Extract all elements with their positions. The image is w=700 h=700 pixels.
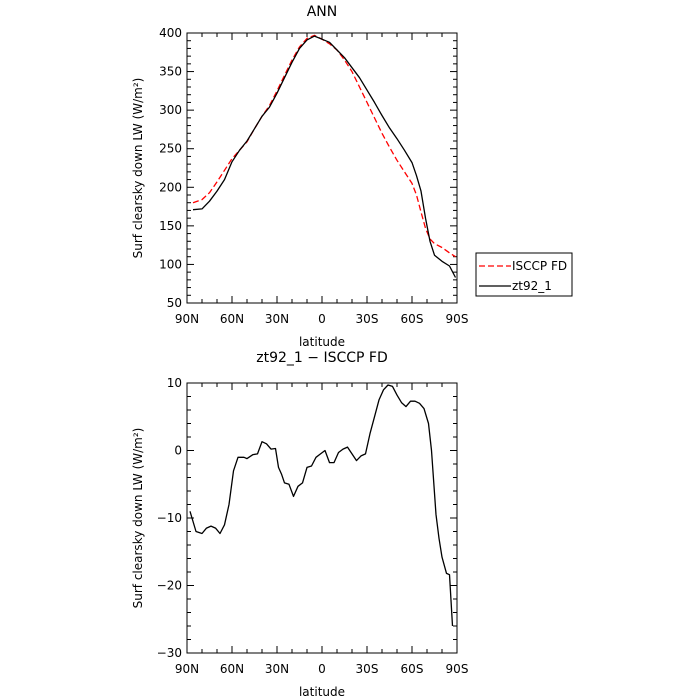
bottom-x-tick-label: 60N [220,662,244,676]
top-y-tick-label: 100 [159,257,182,271]
top-y-tick-label: 150 [159,219,182,233]
top-series-line-zt92-1 [192,35,457,278]
bottom-y-axis-label: Surf clearsky down LW (W/m²) [131,428,145,609]
bottom-x-tick-label: 0 [318,662,326,676]
legend-label-zt92-1: zt92_1 [512,279,552,293]
chart-legend: ISCCP FD zt92_1 [475,252,573,297]
top-series-line-isccp-fd [192,34,456,258]
top-y-tick-label: 300 [159,103,182,117]
top-x-tick-label: 30S [356,312,379,326]
top-x-tick-label: 0 [318,312,326,326]
bottom-x-tick-label: 30N [265,662,289,676]
top-x-tick-label: 60N [220,312,244,326]
top-plot-frame [186,32,458,304]
bottom-series-line-0 [189,384,454,627]
bottom-y-tick-label: 10 [167,376,182,390]
top-x-tick-label: 90N [175,312,199,326]
bottom-y-tick-label: −10 [157,511,182,525]
top-y-tick-label: 200 [159,180,182,194]
bottom-x-axis-label: latitude [299,685,345,699]
bottom-x-tick-label: 30S [356,662,379,676]
bottom-chart-title: zt92_1 − ISCCP FD [256,350,387,366]
bottom-x-tick-label: 90S [446,662,469,676]
bottom-panel: zt92_1 − ISCCP FD latitude Surf clearsky… [131,350,468,699]
legend-box [475,252,573,297]
top-y-axis-label: Surf clearsky down LW (W/m²) [131,78,145,259]
top-y-tick-label: 400 [159,26,182,40]
bottom-plot-frame [186,382,458,654]
top-x-tick-label: 90S [446,312,469,326]
top-x-axis-label: latitude [299,335,345,349]
bottom-x-tick-label: 60S [401,662,424,676]
top-y-tick-label: 250 [159,142,182,156]
top-panel: ANN latitude Surf clearsky down LW (W/m²… [131,4,468,349]
legend-label-isccp-fd: ISCCP FD [512,259,567,273]
top-y-tick-label: 350 [159,65,182,79]
top-chart-title: ANN [307,4,338,20]
top-y-tick-label: 50 [167,296,182,310]
bottom-y-tick-label: −30 [157,646,182,660]
bottom-x-tick-label: 90N [175,662,199,676]
top-x-tick-label: 30N [265,312,289,326]
bottom-y-tick-label: 0 [174,444,182,458]
top-x-tick-label: 60S [401,312,424,326]
bottom-y-tick-label: −20 [157,579,182,593]
